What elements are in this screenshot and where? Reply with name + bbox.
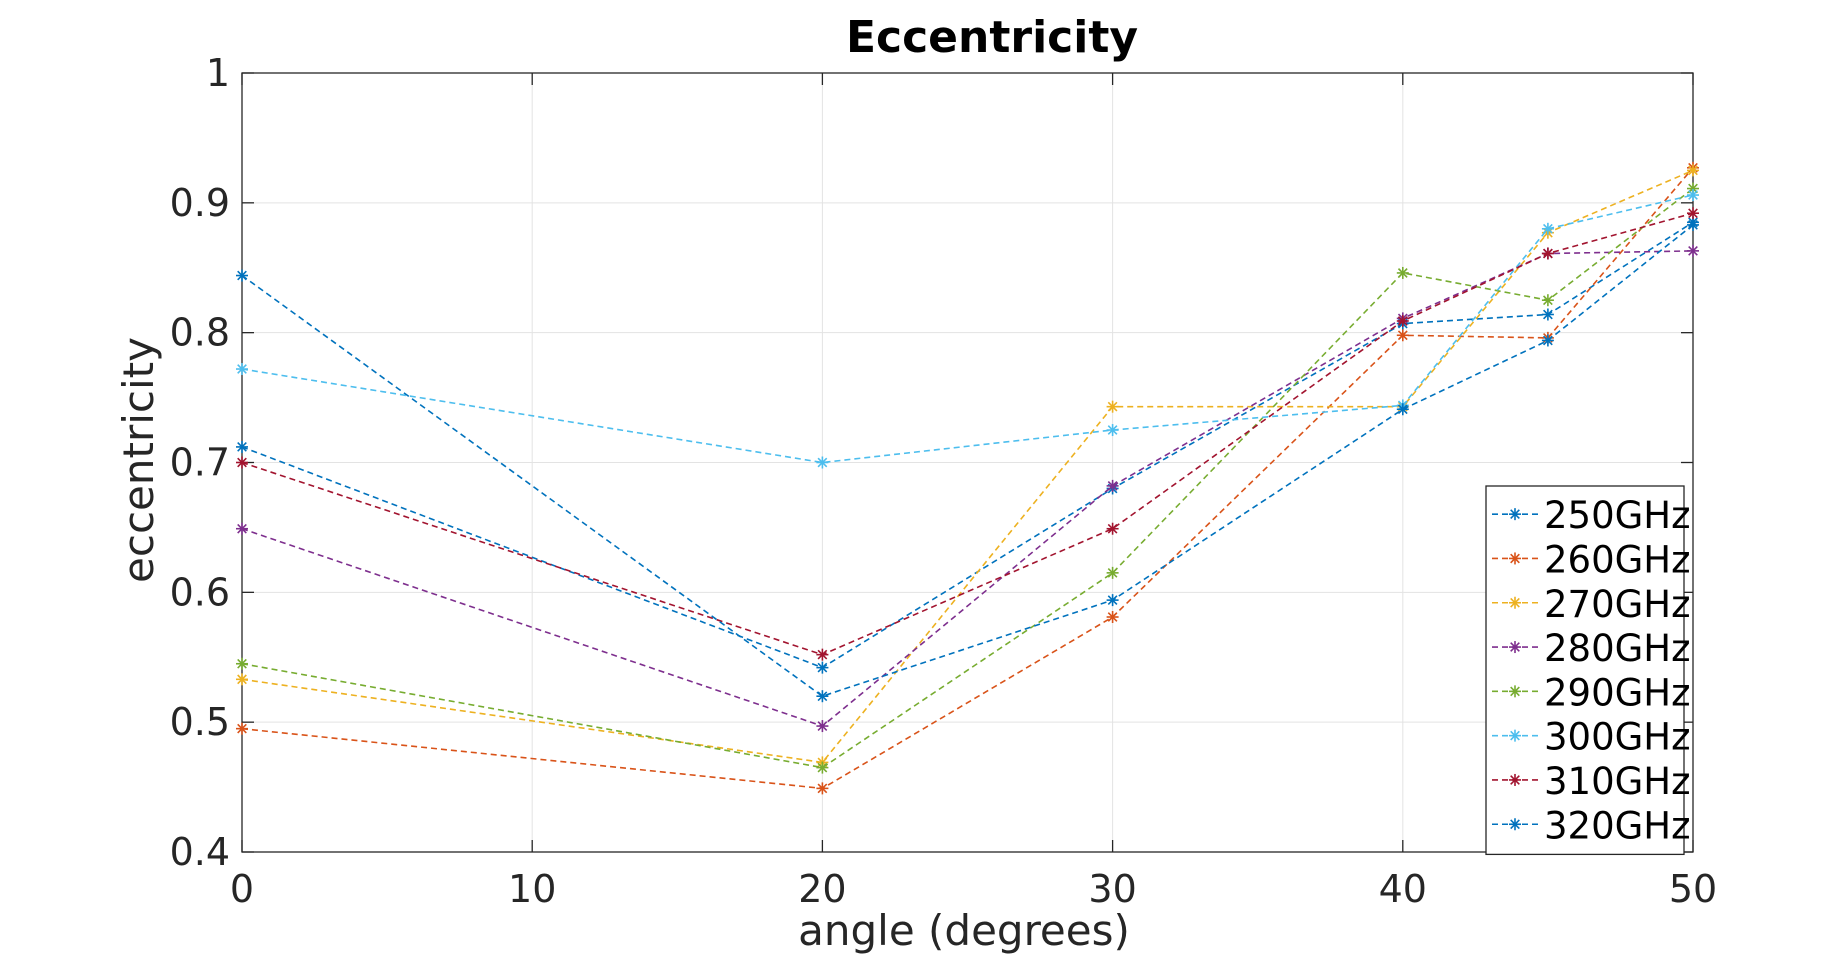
x-tick-label: 20 [798,867,846,911]
x-tick-label: 30 [1088,867,1136,911]
y-tick-label: 0.5 [170,700,230,744]
data-point [1396,266,1409,279]
axis-ticks: 0 10 20 30 40 50 0.4 0.5 0.6 0.7 0.8 0.9 1 [170,51,1718,911]
data-point [236,657,248,670]
data-point [1106,479,1119,492]
y-tick-label: 0.7 [170,441,230,485]
legend-label: 260GHz [1544,538,1691,581]
data-point [1541,222,1554,235]
y-tick-label: 0.8 [170,311,230,355]
series-line [241,194,1694,464]
legend-entry: 270GHz [1492,583,1691,626]
chart-title: Eccentricity [846,12,1138,63]
data-point [1541,294,1554,307]
series-line [241,167,1694,790]
legend-label: 320GHz [1544,804,1691,847]
legend-marker [1509,729,1521,742]
data-point [236,722,248,735]
series-line [241,250,1694,728]
legend-marker [1509,818,1521,831]
data-point [1687,218,1699,231]
data-point [1396,329,1409,342]
legend-entry: 310GHz [1492,760,1691,803]
legend-marker [1509,773,1521,786]
data-point [816,720,829,733]
series-line [241,169,1694,764]
data-point [236,363,248,376]
data-point [1687,189,1699,202]
x-tick-label: 10 [508,867,556,911]
data-point [236,269,248,282]
data-point [1396,314,1409,327]
legend-label: 300GHz [1544,716,1691,759]
data-point [1106,522,1119,535]
legend-entry: 260GHz [1492,538,1691,581]
legend-marker [1509,508,1521,521]
data-point [236,440,248,453]
legend-label: 270GHz [1544,583,1691,626]
series-line [241,224,1694,698]
data-point [236,522,248,535]
y-tick-label: 0.4 [170,830,230,874]
data-point [816,761,829,774]
legend-box [1485,485,1685,856]
legend-entry: 250GHz [1492,494,1691,537]
data-point [1106,424,1119,437]
legend-marker [1509,596,1521,609]
data-point [1106,611,1119,624]
data-point [1687,207,1699,220]
legend-entry: 300GHz [1492,716,1691,759]
legend-label: 280GHz [1544,627,1691,670]
data-point [816,648,829,661]
series-lines [236,161,1699,795]
data-point [1541,334,1554,347]
data-point [1541,308,1554,321]
legend-label: 310GHz [1544,760,1691,803]
legend-entry: 290GHz [1492,671,1691,714]
y-axis-label: eccentricity [114,337,163,583]
data-point [816,661,829,674]
y-tick-label: 1 [206,51,230,95]
data-point [236,456,248,469]
x-tick-label: 40 [1379,867,1427,911]
series-290GHz [236,182,1699,774]
series-line [241,187,1694,769]
legend-marker [1509,685,1521,698]
data-point [1541,247,1554,260]
x-tick-label: 0 [230,867,254,911]
legend-entry: 280GHz [1492,627,1691,670]
legend-marker [1509,641,1521,654]
data-point [1106,400,1119,413]
y-tick-label: 0.9 [170,181,230,225]
legend-entry: 320GHz [1492,804,1691,847]
data-point [1106,594,1119,607]
data-point [236,673,248,686]
legend: 250GHz260GHz270GHz280GHz290GHz300GHz310G… [1485,485,1691,856]
series-320GHz [236,218,1699,703]
data-point [1687,164,1699,177]
legend-marker [1509,552,1521,565]
x-axis-label: angle (degrees) [798,906,1130,954]
legend-label: 290GHz [1544,671,1691,714]
data-point [1106,566,1119,579]
series-310GHz [236,207,1699,661]
data-point [1396,403,1409,416]
y-tick-label: 0.6 [170,570,230,614]
data-point [1687,244,1699,257]
data-point [816,690,829,703]
data-point [816,782,829,795]
data-point [816,456,829,469]
legend-label: 250GHz [1544,494,1691,537]
x-tick-label: 50 [1669,867,1717,911]
